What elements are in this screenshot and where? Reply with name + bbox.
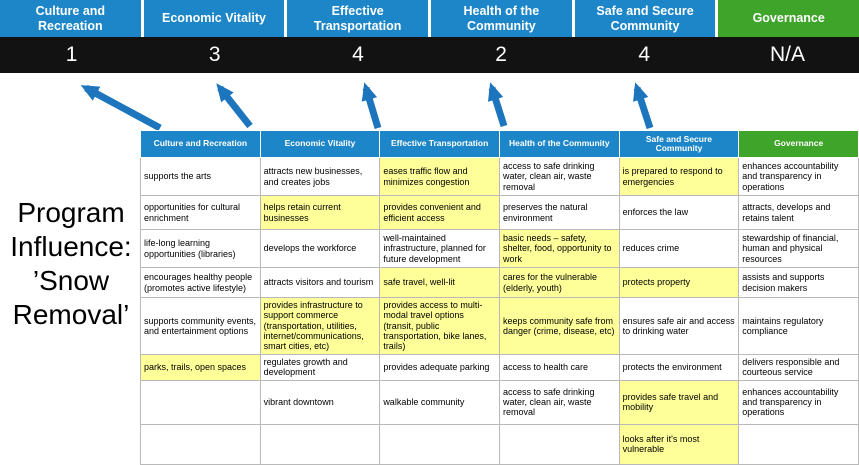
category-header-1: Culture and Recreation <box>0 0 141 37</box>
matrix-cell: supports community events, and entertain… <box>140 297 261 355</box>
matrix-row-6: parks, trails, open spaces regulates grow… <box>140 353 859 381</box>
matrix-cell <box>140 423 261 465</box>
matrix-cell: enhances accountability and transparency… <box>738 157 859 196</box>
matrix-cell: provides convenient and efficient access <box>379 195 500 230</box>
arrow-up-icon-3 <box>361 82 382 130</box>
matrix-column-header-4: Health of the Community <box>498 130 620 158</box>
matrix-cell: supports the arts <box>140 157 261 196</box>
matrix-cell <box>259 423 381 465</box>
page-title: Program Influence: ’Snow Removal’ <box>10 197 132 331</box>
matrix-cell: attracts, develops and retains talent <box>738 195 859 230</box>
matrix-cell <box>140 379 261 425</box>
matrix-cell <box>498 423 620 465</box>
matrix-cell: opportunities for cultural enrichment <box>140 195 261 230</box>
matrix-cell <box>379 423 500 465</box>
score-value-3: 4 <box>352 43 364 66</box>
matrix-cell: access to safe drinking water, clean air… <box>498 157 620 196</box>
matrix-cell: develops the workforce <box>259 229 381 268</box>
matrix-cell: attracts visitors and tourism <box>259 267 381 298</box>
matrix-cell: provides infrastructure to support comme… <box>259 297 381 355</box>
matrix-column-header-2: Economic Vitality <box>259 130 381 158</box>
category-header-4: Health of the Community <box>431 0 572 37</box>
matrix-row-8: looks after it's most vulnerable <box>140 423 859 465</box>
matrix-cell: protects property <box>618 267 740 298</box>
matrix-row-7: vibrant downtown walkable community access… <box>140 379 859 425</box>
matrix-cell: looks after it's most vulnerable <box>618 423 740 465</box>
category-header-6: Governance <box>718 0 859 37</box>
matrix-cell: reduces crime <box>618 229 740 268</box>
matrix-cell: provides adequate parking <box>379 353 500 381</box>
arrow-up-icon-2 <box>216 83 253 129</box>
arrow-up-icon-5 <box>633 82 654 130</box>
matrix-cell <box>738 423 859 465</box>
matrix-cell: cares for the vulnerable (elderly, youth… <box>498 267 620 298</box>
matrix-column-header-1: Culture and Recreation <box>140 130 261 158</box>
matrix-cell: preserves the natural environment <box>498 195 620 230</box>
arrow-up-icon-1 <box>80 84 162 132</box>
matrix-row-2: opportunities for cultural enrichment hel… <box>140 195 859 230</box>
matrix-cell: eases traffic flow and minimizes congest… <box>379 157 500 196</box>
matrix-cell: keeps community safe from danger (crime,… <box>498 297 620 355</box>
matrix-cell: safe travel, well-lit <box>379 267 500 298</box>
category-header-5: Safe and Secure Community <box>574 0 716 37</box>
matrix-cell: enforces the law <box>618 195 740 230</box>
matrix-cell: well-maintained infrastructure, planned … <box>379 229 500 268</box>
score-row: 1 3 4 2 4 N/A <box>0 37 859 73</box>
matrix-cell: attracts new businesses, and creates job… <box>259 157 381 196</box>
matrix-cell: basic needs – safety, shelter, food, opp… <box>498 229 620 268</box>
matrix-cell: stewardship of financial, human and phys… <box>738 229 859 268</box>
matrix-row-5: supports community events, and entertain… <box>140 297 859 355</box>
matrix-cell: vibrant downtown <box>259 379 381 425</box>
matrix-cell: encourages healthy people (promotes acti… <box>140 267 261 298</box>
matrix-cell: helps retain current businesses <box>259 195 381 230</box>
score-value-1: 1 <box>65 43 78 66</box>
matrix-cell: maintains regulatory compliance <box>738 297 859 355</box>
matrix-cell: walkable community <box>379 379 500 425</box>
matrix-cell: parks, trails, open spaces <box>140 353 261 381</box>
matrix-column-header-3: Effective Transportation <box>379 130 500 158</box>
arrow-up-icon-4 <box>487 82 508 128</box>
matrix-cell: ensures safe air and access to drinking … <box>618 297 740 355</box>
matrix-column-header-5: Safe and Secure Community <box>618 130 740 158</box>
matrix-cell: access to health care <box>498 353 620 381</box>
matrix-cell: protects the environment <box>618 353 740 381</box>
matrix-row-4: encourages healthy people (promotes acti… <box>140 267 859 298</box>
matrix-cell: delivers responsible and courteous servi… <box>738 353 859 381</box>
score-value-6: N/A <box>769 43 805 66</box>
category-header-3: Effective Transportation <box>287 0 429 37</box>
matrix-row-1: supports the arts attracts new businesses… <box>140 157 859 196</box>
matrix-row-3: life-long learning opportunities (librar… <box>140 229 859 268</box>
matrix-cell: provides access to multi-modal travel op… <box>379 297 500 355</box>
score-value-5: 4 <box>638 43 651 66</box>
matrix-cell: assists and supports decision makers <box>738 267 859 298</box>
matrix-cell: provides safe travel and mobility <box>618 379 740 425</box>
matrix-header: Culture and Recreation Economic Vitality E… <box>140 130 859 158</box>
matrix-cell: enhances accountability and transparency… <box>738 379 859 425</box>
matrix-cell: regulates growth and development <box>259 353 381 381</box>
influence-arrows <box>80 82 654 132</box>
category-header-row: Culture and Recreation Economic Vitality E… <box>0 0 859 37</box>
category-header-2: Economic Vitality <box>143 0 285 37</box>
influence-matrix: Culture and Recreation Economic Vitality E… <box>140 130 859 465</box>
matrix-body: supports the arts attracts new businesses… <box>140 157 859 465</box>
matrix-cell: life-long learning opportunities (librar… <box>140 229 261 268</box>
matrix-column-header-6: Governance <box>738 130 859 158</box>
matrix-cell: is prepared to respond to emergencies <box>618 157 740 196</box>
score-value-4: 2 <box>495 43 507 66</box>
matrix-cell: access to safe drinking water, clean air… <box>498 379 620 425</box>
score-value-2: 3 <box>208 43 221 66</box>
